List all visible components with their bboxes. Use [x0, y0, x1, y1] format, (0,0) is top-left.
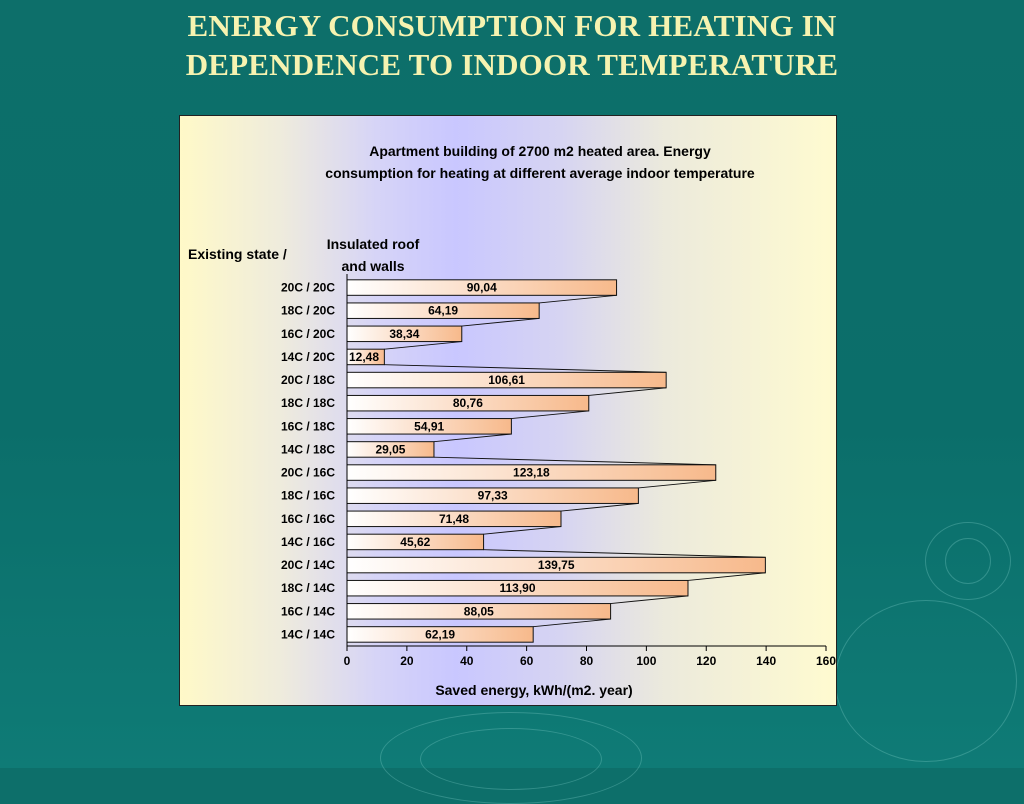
series-connector-line: [539, 294, 617, 304]
category-header-right-line-2: and walls: [341, 258, 404, 274]
series-connector-line: [483, 526, 562, 535]
x-tick-label: 0: [344, 654, 351, 668]
category-label: 16C / 20C: [281, 327, 335, 341]
bar-value-label: 54,91: [414, 419, 444, 433]
category-label: 20C / 14C: [281, 558, 335, 572]
category-label: 18C / 14C: [281, 581, 335, 595]
x-tick-label: 140: [756, 654, 776, 668]
category-header-right-line-1: Insulated roof: [327, 236, 420, 252]
series-connector-line: [638, 479, 716, 489]
category-label: 20C / 18C: [281, 373, 335, 387]
bar-value-label: 113,90: [499, 581, 535, 595]
series-connector-line: [588, 387, 667, 396]
bar-value-label: 38,34: [389, 327, 419, 341]
bar-value-label: 64,19: [428, 304, 458, 318]
category-header-left: Existing state /: [188, 246, 287, 262]
bar-value-label: 123,18: [513, 466, 550, 480]
category-label: 14C / 16C: [281, 535, 335, 549]
bar-value-label: 106,61: [488, 373, 525, 387]
x-tick-label: 60: [520, 654, 534, 668]
category-label: 14C / 18C: [281, 442, 335, 456]
x-tick-label: 80: [580, 654, 594, 668]
bar-value-label: 71,48: [439, 512, 469, 526]
x-axis-label: Saved energy, kWh/(m2. year): [435, 682, 632, 698]
x-tick-label: 40: [460, 654, 474, 668]
category-label: 14C / 20C: [281, 350, 335, 364]
slide-title-line-1: ENERGY CONSUMPTION FOR HEATING IN: [187, 8, 837, 43]
series-connector-line: [384, 341, 462, 350]
bar-value-label: 62,19: [425, 627, 455, 641]
bar-value-label: 29,05: [375, 442, 405, 456]
category-label: 18C / 20C: [281, 304, 335, 318]
chart-title-line-2: consumption for heating at different ave…: [325, 165, 755, 181]
bar-value-label: 88,05: [464, 604, 494, 618]
slide-title: ENERGY CONSUMPTION FOR HEATING IN DEPEND…: [0, 6, 1024, 84]
chart-title-line-1: Apartment building of 2700 m2 heated are…: [369, 143, 711, 159]
category-label: 14C / 14C: [281, 627, 335, 641]
x-tick-label: 160: [816, 654, 836, 668]
category-label: 18C / 18C: [281, 396, 335, 410]
series-connector-line: [533, 618, 611, 628]
plot-area: 90,04 20C / 20C 64,19 18C / 20C 38,34 16C / 2…: [281, 274, 836, 668]
category-label: 18C / 16C: [281, 489, 335, 503]
series-connector-line: [433, 456, 716, 466]
slide-title-line-2: DEPENDENCE TO INDOOR TEMPERATURE: [185, 47, 839, 82]
category-label: 16C / 18C: [281, 419, 335, 433]
category-label: 20C / 16C: [281, 466, 335, 480]
chart-panel: Apartment building of 2700 m2 heated are…: [179, 115, 837, 706]
x-tick-label: 120: [696, 654, 716, 668]
series-connector-line: [461, 317, 540, 327]
category-label: 16C / 14C: [281, 604, 335, 618]
series-connector-line: [687, 572, 766, 581]
bar-value-label: 90,04: [467, 281, 497, 295]
bar-value-label: 97,33: [478, 489, 508, 503]
category-label: 16C / 16C: [281, 512, 335, 526]
series-connector-line: [483, 549, 766, 558]
series-connector-line: [511, 410, 589, 420]
bar-value-label: 12,48: [349, 350, 379, 364]
bar-value-label: 139,75: [538, 558, 575, 572]
series-connector-line: [384, 364, 667, 373]
x-tick-label: 20: [400, 654, 414, 668]
bar-value-label: 80,76: [453, 396, 483, 410]
bar-value-label: 45,62: [400, 535, 430, 549]
ripple-decoration: [420, 728, 602, 790]
series-connector-line: [433, 433, 512, 443]
x-tick-label: 100: [636, 654, 656, 668]
series-connector-line: [610, 595, 689, 605]
category-label: 20C / 20C: [281, 281, 335, 295]
series-connector-line: [560, 502, 639, 512]
bar-chart: Apartment building of 2700 m2 heated are…: [188, 143, 836, 698]
ripple-decoration: [925, 522, 1011, 600]
ripple-decoration: [835, 600, 1017, 762]
